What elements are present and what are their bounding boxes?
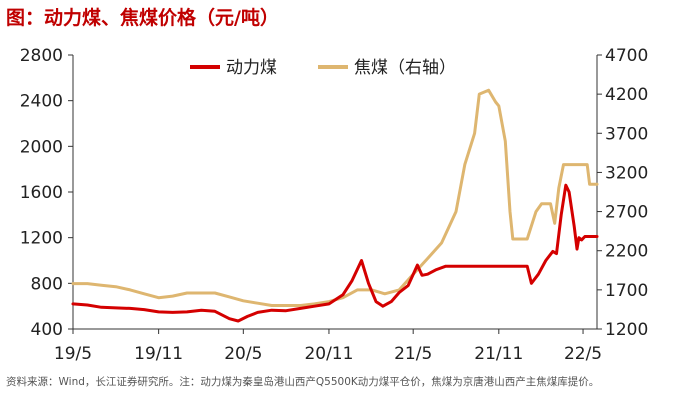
x-tick-label: 20/5 xyxy=(224,344,262,364)
y-right-tick-label: 4700 xyxy=(605,46,648,66)
y-left-tick-label: 1200 xyxy=(20,229,63,249)
y-right-tick-label: 2200 xyxy=(605,242,648,262)
y-right-tick-label: 1700 xyxy=(605,281,648,301)
y-left-tick-label: 2800 xyxy=(20,46,63,66)
y-right-tick-label: 3700 xyxy=(605,124,648,144)
y-left-tick-label: 400 xyxy=(31,320,63,340)
y-left-tick-label: 800 xyxy=(31,274,63,294)
y-left-tick-label: 1600 xyxy=(20,183,63,203)
y-left-tick-label: 2400 xyxy=(20,92,63,112)
y-right-tick-label: 3200 xyxy=(605,163,648,183)
y-right-tick-label: 4200 xyxy=(605,85,648,105)
y-left-tick-label: 2000 xyxy=(20,137,63,157)
y-right-tick-label: 2700 xyxy=(605,203,648,223)
x-tick-label: 19/11 xyxy=(134,344,183,364)
x-tick-label: 21/5 xyxy=(394,344,432,364)
coking-coal-line xyxy=(71,88,599,307)
x-tick-label: 20/11 xyxy=(304,344,353,364)
y-right-tick-label: 1200 xyxy=(605,320,648,340)
thermal-coal-line xyxy=(71,183,599,323)
x-tick-label: 21/11 xyxy=(474,344,523,364)
legend-coking-coal-label: 焦煤（右轴） xyxy=(354,58,456,78)
chart-title: 图：动力煤、焦煤价格（元/吨） xyxy=(6,7,279,29)
x-tick-label: 22/5 xyxy=(564,344,602,364)
chart-plot: 400 800 1200 1600 2000 2400 2800 1200 1700 2200 27… xyxy=(20,46,649,364)
source-footnote: 资料来源：Wind，长江证券研究所。注：动力煤为秦皇岛港山西产Q5500K动力煤… xyxy=(6,376,600,388)
x-tick-label: 19/5 xyxy=(54,344,92,364)
legend-thermal-coal-label: 动力煤 xyxy=(226,58,277,78)
